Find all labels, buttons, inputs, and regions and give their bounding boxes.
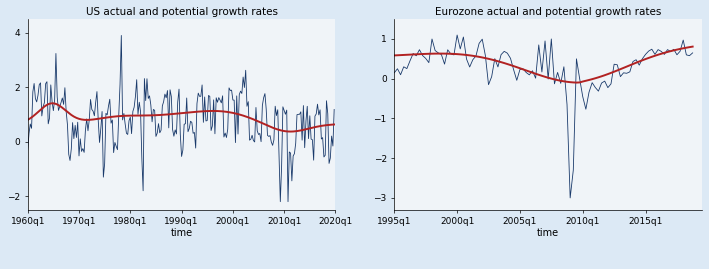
gn_hp_US bbox=[44, 102, 52, 106]
gn_hp_US bbox=[128, 114, 137, 117]
gn_hp_US bbox=[228, 111, 236, 114]
gn_hp_US bbox=[311, 126, 319, 129]
g_Eurozone bbox=[566, 196, 574, 200]
g_Eurozone bbox=[669, 48, 678, 51]
g_US bbox=[36, 81, 45, 84]
gn_hp_Eurozone bbox=[475, 55, 484, 58]
g_US bbox=[44, 122, 52, 125]
gn_hp_Eurozone bbox=[431, 52, 440, 55]
gn_hp_Eurozone bbox=[390, 54, 398, 57]
gn_hp_US bbox=[330, 123, 338, 126]
g_US bbox=[72, 136, 81, 139]
g_US bbox=[23, 148, 32, 151]
g_US bbox=[128, 110, 137, 113]
gn_hp_US bbox=[23, 118, 32, 122]
gn_hp_Eurozone bbox=[688, 45, 697, 48]
gn_hp_US bbox=[36, 108, 45, 111]
gn_hp_Eurozone bbox=[666, 49, 675, 53]
Line: gn_hp_Eurozone: gn_hp_Eurozone bbox=[394, 47, 693, 83]
Line: gn_hp_US: gn_hp_US bbox=[28, 103, 334, 132]
gn_hp_US bbox=[286, 130, 295, 133]
g_Eurozone bbox=[478, 38, 486, 41]
g_Eurozone bbox=[431, 49, 440, 52]
gn_hp_US bbox=[74, 117, 82, 120]
Line: g_US: g_US bbox=[28, 36, 334, 202]
X-axis label: time: time bbox=[537, 228, 559, 238]
g_US bbox=[330, 108, 338, 111]
g_US bbox=[276, 200, 284, 203]
g_Eurozone bbox=[553, 71, 562, 74]
gn_hp_Eurozone bbox=[541, 75, 549, 78]
X-axis label: time: time bbox=[171, 228, 193, 238]
Title: Eurozone actual and potential growth rates: Eurozone actual and potential growth rat… bbox=[435, 7, 661, 17]
g_Eurozone bbox=[453, 33, 462, 37]
Line: g_Eurozone: g_Eurozone bbox=[394, 35, 693, 198]
g_US bbox=[228, 89, 236, 92]
g_Eurozone bbox=[688, 51, 697, 55]
gn_hp_Eurozone bbox=[572, 81, 581, 84]
gn_hp_Eurozone bbox=[519, 68, 527, 71]
g_US bbox=[117, 34, 125, 37]
Title: US actual and potential growth rates: US actual and potential growth rates bbox=[86, 7, 278, 17]
g_Eurozone bbox=[522, 71, 530, 74]
g_Eurozone bbox=[544, 77, 552, 81]
gn_hp_Eurozone bbox=[550, 78, 559, 81]
g_US bbox=[311, 115, 319, 118]
g_Eurozone bbox=[390, 71, 398, 74]
gn_hp_US bbox=[48, 102, 56, 105]
